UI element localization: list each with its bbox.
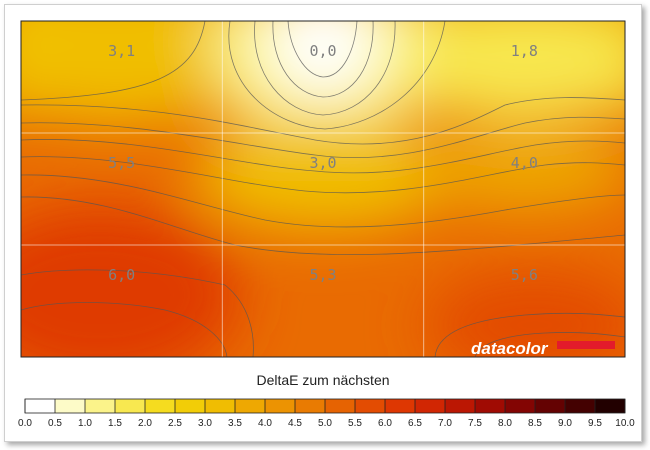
cell-value-label: 5,3 [309,266,336,284]
colorbar-segment [505,399,536,413]
colorbar-tick-label: 6.5 [408,418,422,429]
colorbar-tick-label: 9.0 [558,418,572,429]
colorbar-tick-label: 1.0 [78,418,92,429]
colorbar-segment [145,399,176,413]
cell-value-label: 6,0 [108,266,135,284]
colorbar-segment [565,399,596,413]
heat-surface [21,21,625,357]
colorbar-tick-label: 8.5 [528,418,542,429]
plot-area: 3,1 0,0 1,8 5,5 3,0 4,0 6,0 5,3 5,6 datacolor [21,21,625,358]
colorbar-tick-label: 4.5 [288,418,302,429]
colorbar-tick-label: 5.0 [318,418,332,429]
cell-value-labels: 3,1 0,0 1,8 5,5 3,0 4,0 6,0 5,3 5,6 [108,42,538,284]
contour-lines [21,21,625,357]
colorbar-tick-label: 7.5 [468,418,482,429]
cell-value-label: 5,5 [108,154,135,172]
colorbar-tick-label: 0.0 [18,418,32,429]
colorbar-segment [415,399,446,413]
plot-border [20,20,626,358]
colorbar-segment [535,399,566,413]
watermark-logo: datacolor [471,339,615,358]
chart-frame: 3,1 0,0 1,8 5,5 3,0 4,0 6,0 5,3 5,6 datacolor De… [4,4,642,442]
watermark-bar [557,341,615,349]
colorbar-title: DeltaE zum nächsten [256,372,389,388]
colorbar-segment [235,399,266,413]
colorbar-tick-label: 9.5 [588,418,602,429]
cell-value-label: 4,0 [511,154,538,172]
colorbar-tick-label: 5.5 [348,418,362,429]
colorbar-segment [325,399,356,413]
colorbar-tick-label: 6.0 [378,418,392,429]
colorbar-segment [265,399,296,413]
colorbar-segment [115,399,146,413]
grid-lines [21,21,625,357]
colorbar-segment [295,399,326,413]
colorbar-segment [475,399,506,413]
cell-value-label: 3,1 [108,42,135,60]
colorbar-tick-label: 0.5 [48,418,62,429]
colorbar-tick-label: 7.0 [438,418,452,429]
colorbar-segment [205,399,236,413]
colorbar-tick-label: 10.0 [615,418,635,429]
watermark-text: datacolor [471,339,549,358]
colorbar-tick-label: 1.5 [108,418,122,429]
colorbar-segment [55,399,86,413]
colorbar-tick-label: 3.5 [228,418,242,429]
colorbar-segment [175,399,206,413]
colorbar-ticks: 0.0 0.5 1.0 1.5 2.0 2.5 3.0 3.5 4.0 4.5 5.0 5.5 6.0 6… [18,399,635,429]
cell-value-label: 1,8 [511,42,538,60]
cell-value-label: 5,6 [511,266,538,284]
heatmap-chart: 3,1 0,0 1,8 5,5 3,0 4,0 6,0 5,3 5,6 datacolor De… [18,20,635,429]
colorbar-segment [85,399,116,413]
colorbar-tick-label: 2.5 [168,418,182,429]
colorbar-segment [595,399,626,413]
colorbar-segment [385,399,416,413]
colorbar-tick-label: 3.0 [198,418,212,429]
cell-value-label: 0,0 [309,42,336,60]
colorbar-tick-label: 4.0 [258,418,272,429]
colorbar-tick-label: 2.0 [138,418,152,429]
colorbar-segment [355,399,386,413]
colorbar-tick-label: 8.0 [498,418,512,429]
colorbar-segment [25,399,56,413]
colorbar-segment [445,399,476,413]
cell-value-label: 3,0 [309,154,336,172]
